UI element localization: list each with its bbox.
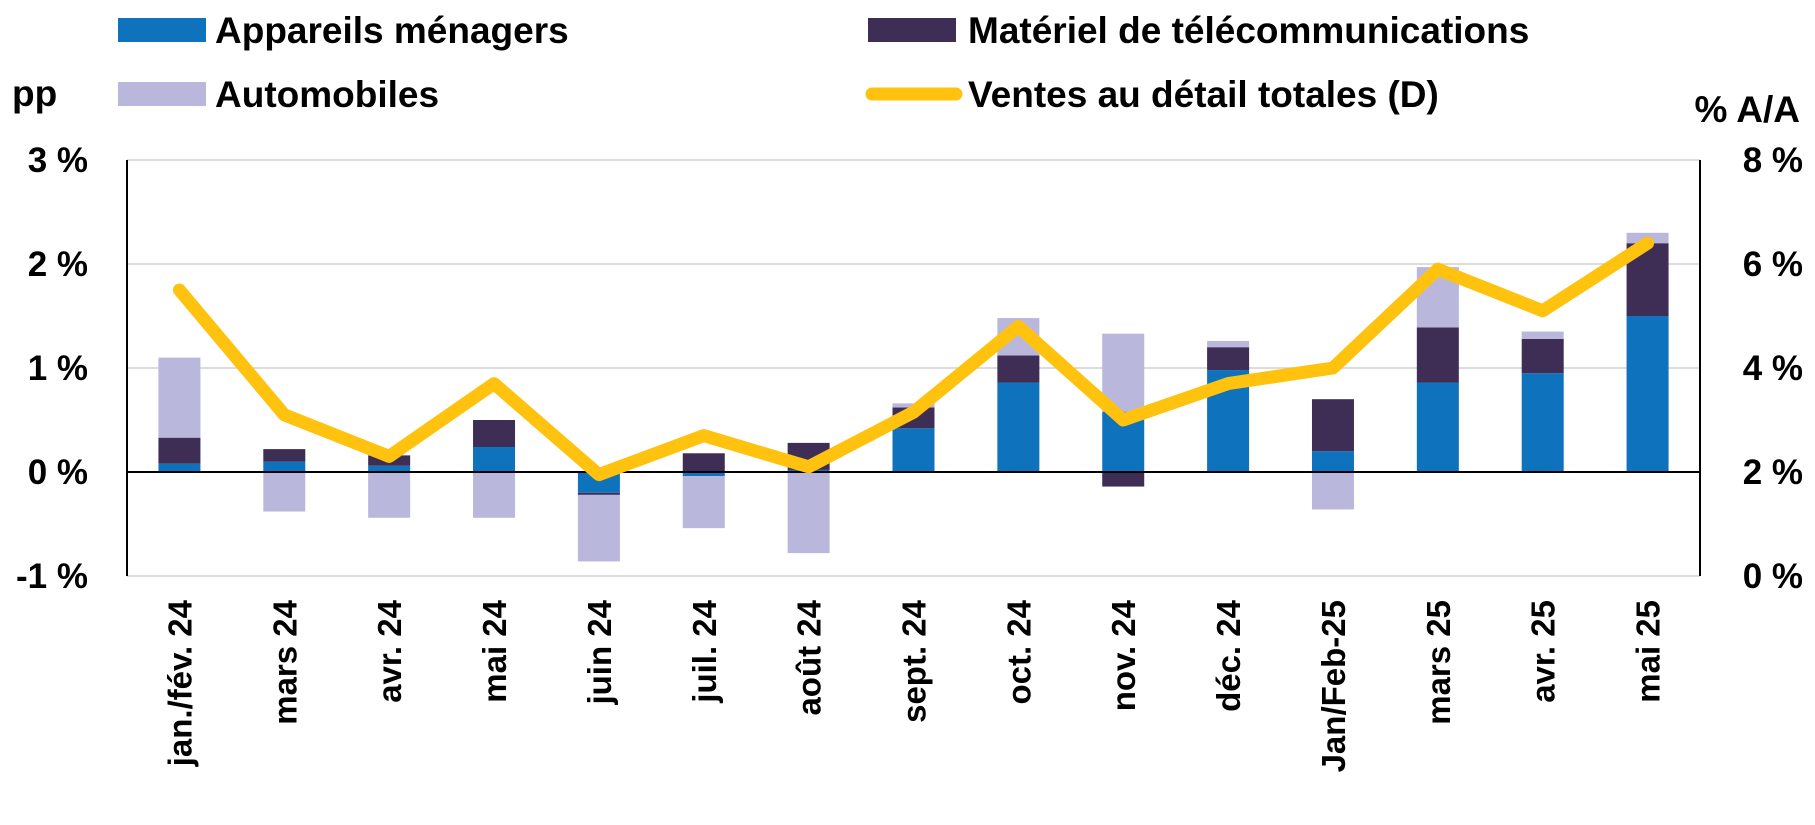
category-label: sept. 24 xyxy=(896,599,933,723)
legend-swatch-telecom xyxy=(868,18,956,42)
line-layer xyxy=(172,236,1655,482)
bar-segment xyxy=(1416,382,1459,472)
line-point xyxy=(493,382,496,385)
left-tick-label: -1 % xyxy=(16,557,88,596)
line-point xyxy=(597,473,600,476)
category-label: juin 24 xyxy=(581,599,618,705)
category-label: avr. 25 xyxy=(1525,600,1562,703)
left-axis-ticks: -1 % 0 % 1 % 2 % 3 % xyxy=(16,141,88,596)
bar-segment xyxy=(473,447,516,472)
line-point xyxy=(283,413,286,416)
right-tick-label: 8 % xyxy=(1743,141,1803,180)
category-label: nov. 24 xyxy=(1105,599,1142,711)
category-label: mars 24 xyxy=(266,599,303,724)
bar-segment xyxy=(997,355,1040,383)
bar-segment xyxy=(1311,451,1354,472)
line-point xyxy=(388,455,391,458)
line-point xyxy=(1646,242,1649,245)
category-labels: jan./fév. 24 mars 24 avr. 24 mai 24 juin 24 j… xyxy=(161,599,1666,772)
line-point xyxy=(1331,367,1334,369)
category-label: mai 25 xyxy=(1630,600,1667,703)
bar-segment xyxy=(682,476,725,529)
right-tick-label: 0 % xyxy=(1743,557,1803,596)
category-label: août 24 xyxy=(791,599,828,715)
bar-segment xyxy=(997,382,1040,472)
bar-segment xyxy=(473,420,516,448)
category-label: jan./fév. 24 xyxy=(161,599,198,767)
line-point xyxy=(1436,268,1439,271)
line-point xyxy=(1227,382,1230,385)
line-point xyxy=(1122,419,1125,421)
bar-segment xyxy=(158,463,201,472)
legend-label-ventes: Ventes au détail totales (D) xyxy=(968,74,1439,115)
line-point xyxy=(1541,309,1544,312)
bar-segment xyxy=(1207,340,1250,348)
bar-segment xyxy=(1102,472,1145,487)
bar-segment xyxy=(1311,472,1354,510)
bar-segment xyxy=(368,465,411,472)
legend-label-appareils: Appareils ménagers xyxy=(215,10,569,51)
bar-segment xyxy=(892,428,935,472)
bar-segment xyxy=(1311,399,1354,452)
right-axis-ticks: 0 % 2 % 4 % 6 % 8 % xyxy=(1743,141,1803,596)
line-point xyxy=(912,411,915,414)
bar-segment xyxy=(1521,338,1564,374)
bar-segment xyxy=(1521,373,1564,472)
bar-segment xyxy=(1102,333,1145,412)
bar-segment xyxy=(1207,347,1250,371)
bar-segment xyxy=(263,461,306,472)
bar-segment xyxy=(1626,316,1669,472)
right-tick-label: 6 % xyxy=(1743,245,1803,284)
bars xyxy=(158,232,1669,562)
axes xyxy=(126,160,1701,576)
category-label: mai 24 xyxy=(476,599,513,702)
bar-segment xyxy=(368,472,411,518)
legend: Appareils ménagers Matériel de télécommu… xyxy=(118,10,1529,115)
bar-segment xyxy=(1416,327,1459,383)
left-tick-label: 2 % xyxy=(28,245,88,284)
bar-segment xyxy=(473,472,516,518)
left-tick-label: 3 % xyxy=(28,141,88,180)
bar-segment xyxy=(577,494,620,562)
bar-segment xyxy=(263,472,306,512)
bar-segment xyxy=(158,437,201,464)
bar-segment xyxy=(682,453,725,472)
category-label: Jan/Feb-25 xyxy=(1315,600,1352,772)
line-point xyxy=(178,289,181,291)
legend-label-automobiles: Automobiles xyxy=(215,74,439,115)
bar-segment xyxy=(577,492,620,495)
legend-swatch-appareils xyxy=(118,18,206,42)
category-label: juil. 24 xyxy=(686,599,723,703)
bar-segment xyxy=(787,472,830,554)
bar-segment xyxy=(1521,331,1564,339)
right-axis-title: % A/A xyxy=(1694,89,1800,130)
line-point xyxy=(702,434,705,437)
category-label: avr. 24 xyxy=(371,599,408,702)
gridlines xyxy=(127,159,1700,577)
legend-swatch-automobiles xyxy=(118,82,206,106)
right-tick-label: 2 % xyxy=(1743,453,1803,492)
bar-segment xyxy=(263,449,306,462)
category-label: oct. 24 xyxy=(1000,599,1037,704)
line-point xyxy=(1017,325,1020,328)
bar-segment xyxy=(158,357,201,438)
left-axis-title: pp xyxy=(12,73,57,114)
left-tick-label: 1 % xyxy=(28,349,88,388)
bar-segment xyxy=(682,472,725,477)
line-point xyxy=(807,465,810,468)
left-tick-label: 0 % xyxy=(28,453,88,492)
right-tick-label: 4 % xyxy=(1743,349,1803,388)
legend-label-telecom: Matériel de télécommunications xyxy=(968,10,1529,51)
category-label: mars 25 xyxy=(1420,600,1457,725)
category-label: déc. 24 xyxy=(1210,599,1247,712)
